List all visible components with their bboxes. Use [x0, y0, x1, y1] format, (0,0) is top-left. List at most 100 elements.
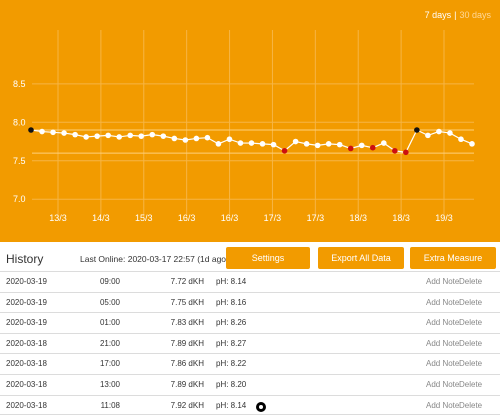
extra-measure-button[interactable]: Extra Measure [410, 247, 496, 269]
data-point [447, 130, 453, 136]
y-tick-label: 7.5 [13, 156, 26, 166]
data-point [381, 140, 387, 146]
data-point [425, 132, 431, 139]
x-tick-label: 15/3 [135, 213, 153, 223]
add-note-link[interactable]: Add Note [426, 359, 460, 369]
row-time: 05:00 [99, 297, 120, 307]
add-note-link[interactable]: Add Note [426, 318, 460, 328]
data-point [193, 135, 200, 142]
x-tick-label: 16/3 [221, 213, 239, 223]
data-point [347, 145, 354, 152]
data-point [28, 127, 34, 133]
delete-link[interactable]: Delete [459, 297, 483, 307]
table-row: 2020-03-19 09:00 7.72 dKH pH: 8.14 Add N… [0, 271, 500, 292]
row-date: 2020-03-19 [6, 277, 47, 286]
table-row: 2020-03-18 21:00 7.89 dKH pH: 8.27 Add N… [0, 332, 500, 354]
row-ph: pH: 8.27 [216, 338, 247, 348]
range-30-days[interactable]: 30 days [459, 10, 491, 20]
data-point [171, 135, 178, 142]
row-dkh: 7.89 dKH [170, 338, 204, 348]
row-date: 2020-03-19 [6, 297, 47, 307]
row-time: 17:00 [99, 359, 120, 369]
range-separator: | [454, 10, 457, 20]
x-tick-label: 17/3 [264, 213, 282, 223]
x-tick-label: 18/3 [349, 213, 367, 223]
range-7-days[interactable]: 7 days [424, 10, 452, 20]
row-time: 09:00 [99, 277, 120, 286]
dkh-chart: 8.5 8.0 7.5 7.0 13/3 14/3 15/3 16/3 16/3 17/3 17/3… [13, 30, 475, 223]
y-tick-label: 8.5 [13, 79, 26, 89]
row-date: 2020-03-18 [6, 379, 47, 389]
row-dkh: 7.83 dKH [170, 318, 204, 328]
x-tick-label: 16/3 [178, 213, 196, 223]
data-point [237, 140, 244, 146]
data-point [314, 142, 321, 149]
delete-link[interactable]: Delete [459, 400, 483, 410]
chart-panel: 8.5 8.0 7.5 7.0 13/3 14/3 15/3 16/3 16/3 17/3 17/3… [0, 0, 500, 242]
data-point [138, 133, 145, 139]
data-point [281, 147, 288, 154]
note-marker-icon[interactable] [256, 401, 266, 412]
table-row: 2020-03-18 11:08 7.92 dKH pH: 8.14 Add N… [0, 394, 500, 415]
data-point [414, 127, 420, 133]
delete-link[interactable]: Delete [459, 379, 483, 389]
row-ph: pH: 8.20 [216, 379, 247, 389]
row-ph: pH: 8.14 [216, 400, 247, 410]
last-online-status: Last Online: 2020-03-17 22:57 (1d ago) [80, 254, 229, 264]
data-point [72, 131, 78, 138]
row-ph: pH: 8.16 [216, 297, 247, 307]
data-point [50, 129, 56, 136]
data-point [182, 137, 189, 143]
data-point [39, 128, 45, 135]
settings-button[interactable]: Settings [226, 247, 310, 269]
row-dkh: 7.89 dKH [170, 379, 204, 389]
table-row: 2020-03-18 13:00 7.89 dKH pH: 8.20 Add N… [0, 373, 500, 395]
data-point [392, 147, 398, 154]
add-note-link[interactable]: Add Note [426, 277, 460, 286]
data-point [469, 141, 475, 147]
export-all-data-button[interactable]: Export All Data [318, 247, 404, 269]
y-tick-label: 8.0 [13, 117, 26, 127]
row-ph: pH: 8.26 [216, 318, 247, 328]
data-point [226, 136, 233, 143]
y-tick-label: 7.0 [13, 194, 26, 204]
row-ph: pH: 8.14 [216, 277, 247, 286]
history-title: History [6, 252, 44, 266]
row-dkh: 7.72 dKH [170, 277, 204, 286]
data-point [83, 134, 89, 140]
delete-link[interactable]: Delete [459, 338, 483, 348]
add-note-link[interactable]: Add Note [426, 379, 460, 389]
row-time: 21:00 [99, 338, 120, 348]
delete-link[interactable]: Delete [459, 318, 483, 328]
row-ph: pH: 8.22 [216, 359, 247, 369]
add-note-link[interactable]: Add Note [426, 297, 460, 307]
data-point [292, 138, 299, 145]
data-point [403, 149, 409, 156]
add-note-link[interactable]: Add Note [426, 338, 460, 348]
delete-link[interactable]: Delete [459, 359, 483, 369]
data-point [105, 132, 111, 139]
table-row: 2020-03-18 17:00 7.86 dKH pH: 8.22 Add N… [0, 353, 500, 374]
row-dkh: 7.92 dKH [170, 400, 204, 410]
data-point [127, 132, 134, 139]
row-time: 01:00 [99, 318, 120, 328]
x-tick-label: 19/3 [435, 213, 453, 223]
data-point [369, 144, 376, 151]
data-point [259, 141, 266, 147]
data-point [248, 140, 255, 146]
data-point [325, 141, 332, 147]
row-dkh: 7.86 dKH [170, 359, 204, 369]
data-point [270, 141, 277, 148]
data-point [149, 131, 156, 138]
history-table: 2020-03-19 09:00 7.72 dKH pH: 8.14 Add N… [0, 271, 500, 415]
row-dkh: 7.75 dKH [170, 297, 204, 307]
row-date: 2020-03-19 [6, 318, 47, 328]
x-tick-label: 17/3 [307, 213, 325, 223]
row-date: 2020-03-18 [6, 338, 47, 348]
delete-link[interactable]: Delete [459, 277, 483, 286]
row-time: 13:00 [99, 379, 120, 389]
x-tick-label: 18/3 [392, 213, 410, 223]
table-row: 2020-03-19 05:00 7.75 dKH pH: 8.16 Add N… [0, 291, 500, 313]
add-note-link[interactable]: Add Note [426, 400, 460, 410]
x-tick-label: 13/3 [49, 213, 67, 223]
